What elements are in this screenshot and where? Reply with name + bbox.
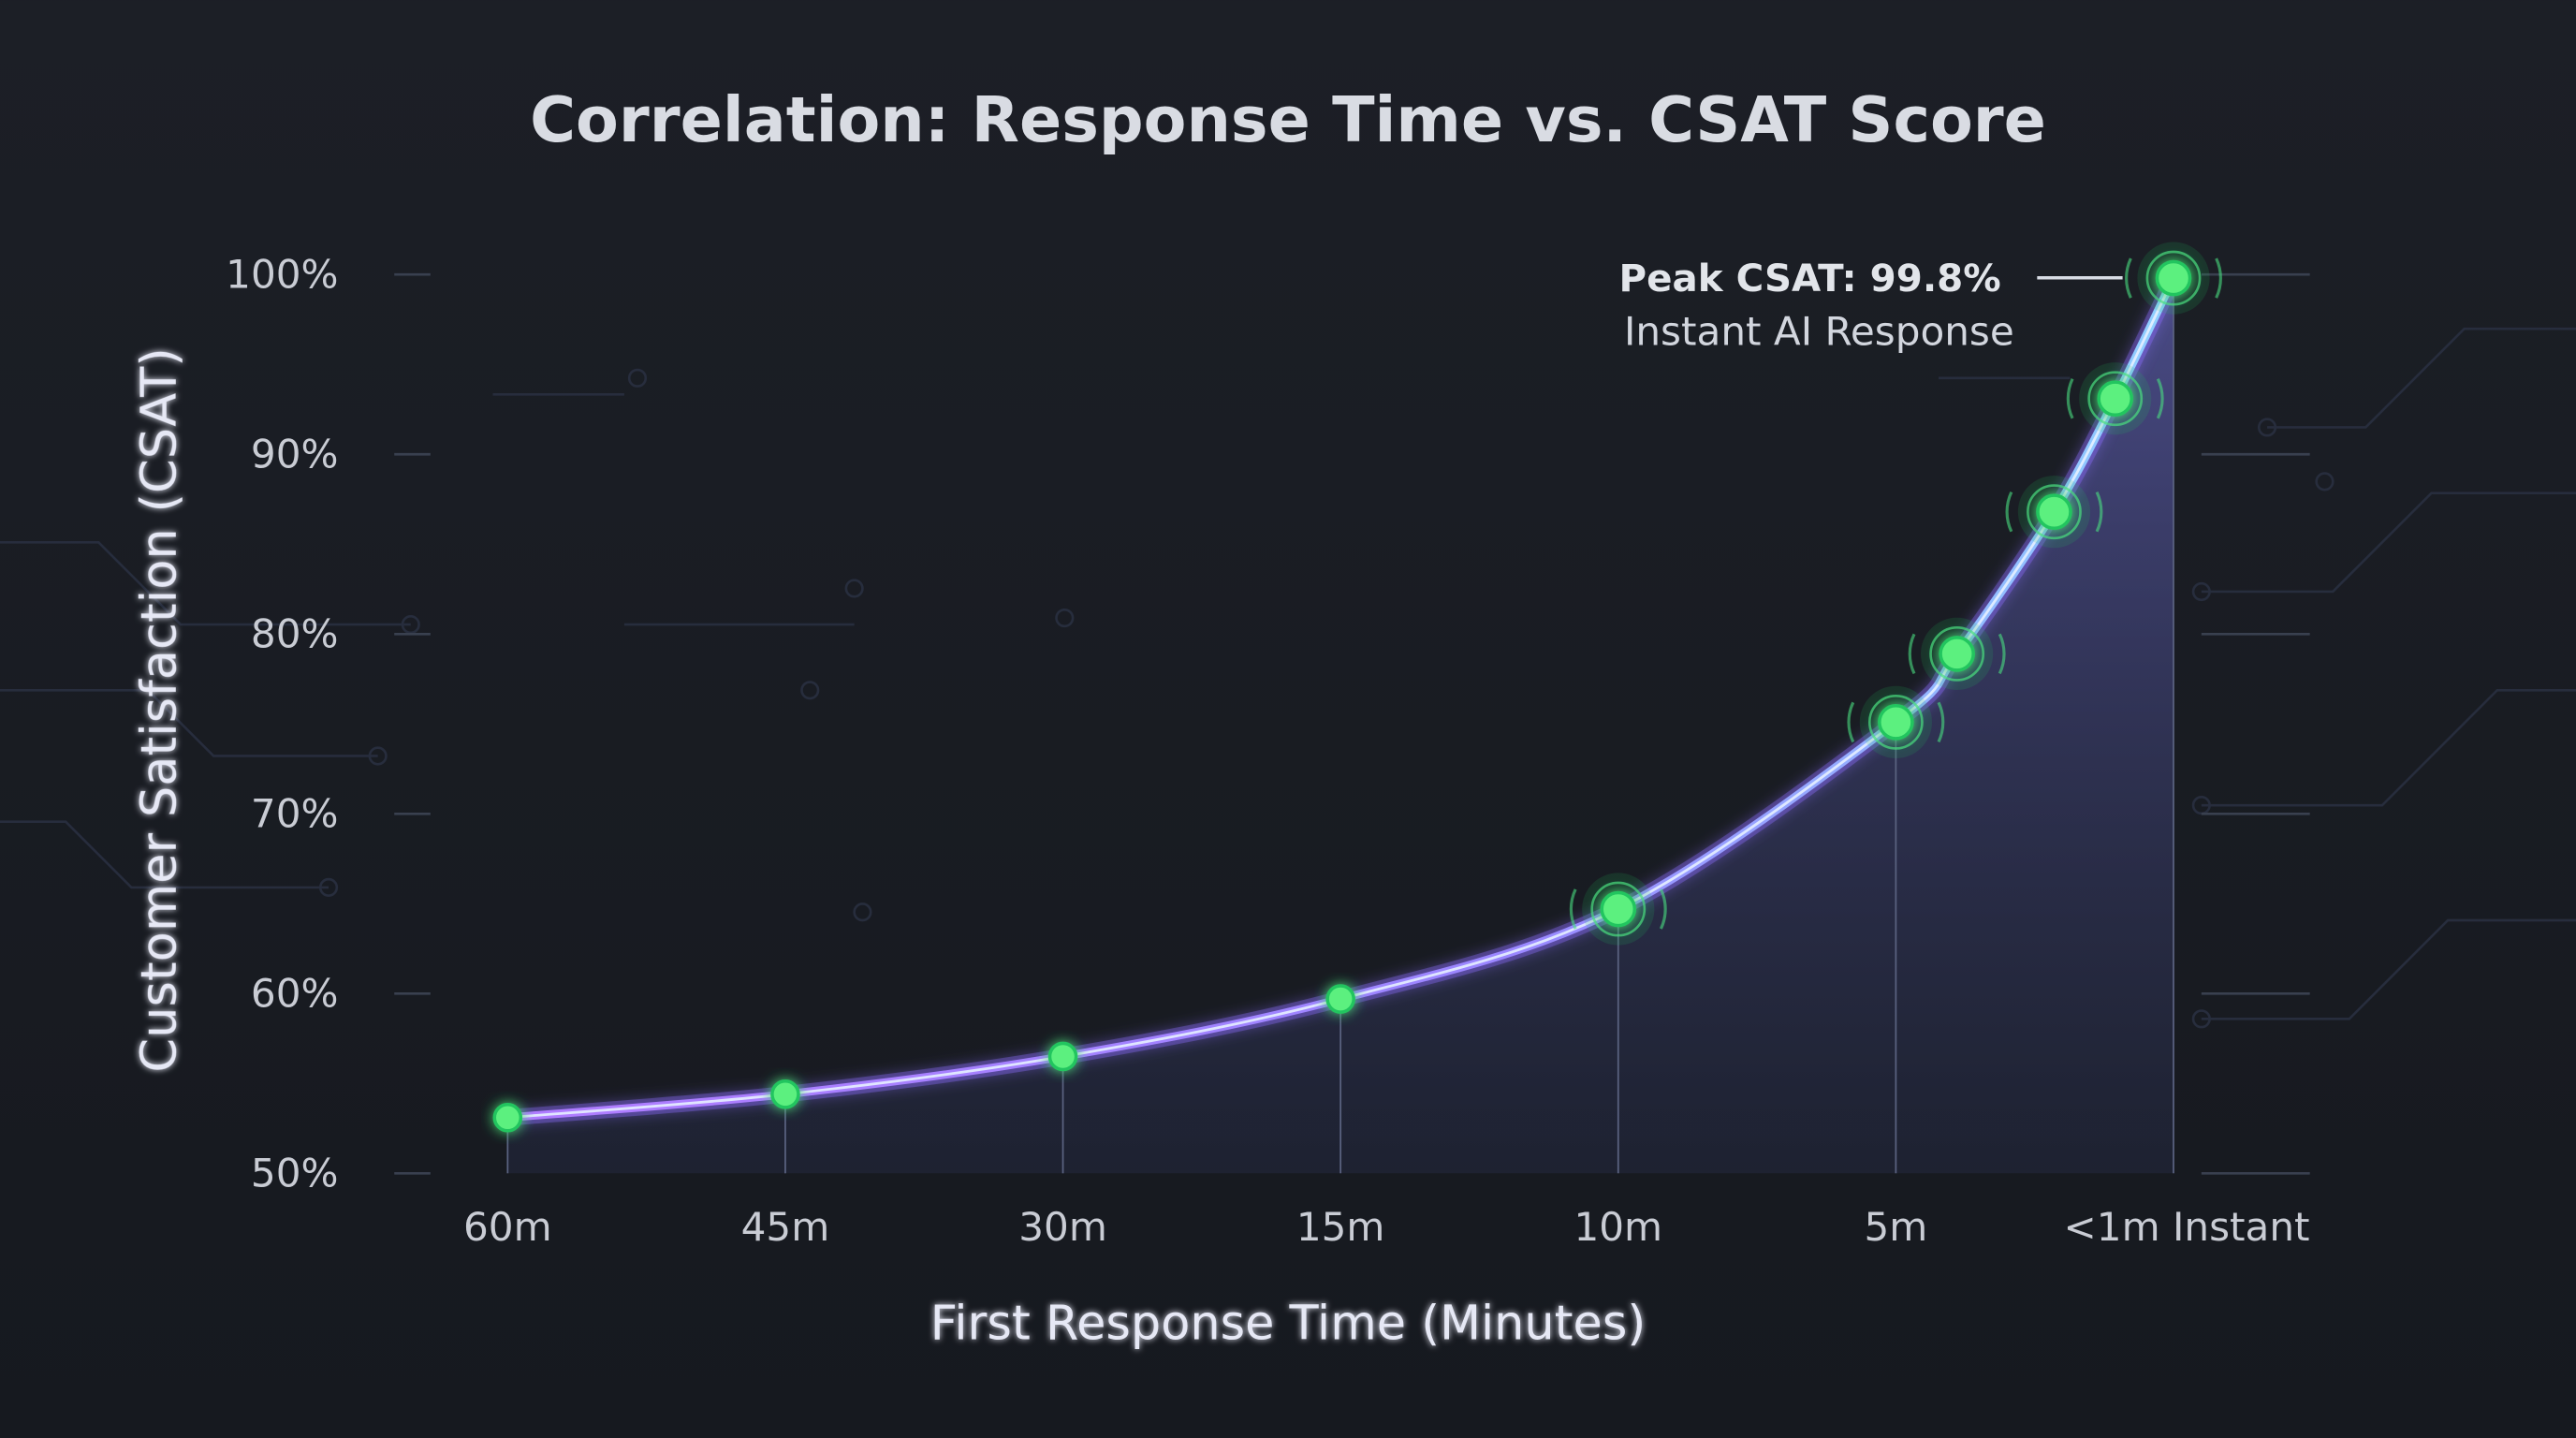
circuit-node: [318, 877, 339, 897]
point-signal-arcs: [2125, 257, 2222, 299]
circuit-node: [800, 681, 820, 700]
y-tick-label: 100%: [226, 251, 338, 297]
circuit-node: [1055, 608, 1075, 628]
point-marker: [1600, 890, 1637, 928]
x-tick-label: 5m: [1864, 1204, 1927, 1250]
point-marker: [2155, 259, 2192, 297]
x-axis-label: First Response Time (Minutes): [930, 1297, 1646, 1352]
chart-title: Correlation: Response Time vs. CSAT Scor…: [530, 83, 2046, 156]
data-point: [1047, 1041, 1078, 1072]
y-axis-label: Customer Satisfaction (CSAT): [131, 347, 188, 1072]
point-ring: [1590, 881, 1647, 937]
point-marker: [492, 1102, 523, 1133]
point-marker: [1878, 704, 1914, 741]
circuit-node: [844, 579, 864, 598]
y-tick-label: 70%: [251, 790, 339, 836]
point-ring: [2087, 371, 2144, 427]
circuit-node: [2257, 418, 2277, 437]
data-point: [2125, 242, 2222, 315]
point-ring: [1867, 694, 1924, 750]
circuit-node: [2191, 581, 2211, 602]
circuit-node: [2191, 1009, 2211, 1029]
x-tick-label: 10m: [1573, 1204, 1662, 1250]
data-point: [2066, 362, 2164, 435]
point-ring: [2145, 250, 2202, 306]
circuit-trace: [2201, 918, 2576, 1020]
circuit-trace: [2201, 492, 2576, 594]
point-signal-arcs: [2066, 377, 2164, 419]
data-point: [770, 1079, 800, 1109]
y-tick-label: 50%: [251, 1150, 339, 1196]
circuit-trace: [0, 820, 329, 889]
x-tick-label: 15m: [1296, 1204, 1385, 1250]
circuit-node: [2315, 472, 2334, 492]
data-point: [2005, 476, 2103, 549]
annotation-subtitle: Instant AI Response: [1624, 309, 2014, 355]
circuit-node: [401, 614, 420, 635]
circuit-node: [627, 368, 648, 388]
data-point: [1908, 617, 2006, 690]
y-tick-label: 80%: [251, 610, 339, 656]
annotation-title: Peak CSAT: 99.8%: [1619, 257, 2001, 301]
data-point: [492, 1102, 523, 1133]
x-tick-label: <1m Instant: [2064, 1204, 2310, 1250]
point-signal-arcs: [2005, 491, 2103, 533]
point-signal-arcs: [1847, 701, 1945, 743]
point-signal-arcs: [1908, 633, 2006, 675]
data-point: [1325, 984, 1355, 1014]
data-point: [1847, 685, 1945, 758]
point-signal-arcs: [1569, 888, 1667, 930]
circuit-trace: [0, 688, 378, 757]
circuit-decoration: [0, 272, 2576, 1175]
circuit-node: [853, 902, 872, 922]
x-tick-label: 60m: [463, 1204, 552, 1250]
y-tick-label: 60%: [251, 970, 339, 1016]
x-tick-label: 45m: [741, 1204, 830, 1250]
point-marker: [1325, 984, 1355, 1014]
area-fill: [507, 278, 2174, 1174]
circuit-trace: [2267, 327, 2576, 429]
point-marker: [1939, 636, 1975, 672]
point-ring: [2027, 484, 2082, 540]
circuit-trace: [0, 541, 411, 626]
point-marker: [2036, 493, 2072, 531]
y-tick-label: 90%: [251, 431, 339, 477]
x-tick-label: 30m: [1018, 1204, 1107, 1250]
point-ring: [1929, 625, 1985, 682]
point-marker: [1047, 1041, 1078, 1072]
data-point: [1569, 873, 1667, 946]
point-marker: [2097, 380, 2134, 418]
point-marker: [770, 1079, 800, 1109]
circuit-trace: [2201, 688, 2576, 807]
